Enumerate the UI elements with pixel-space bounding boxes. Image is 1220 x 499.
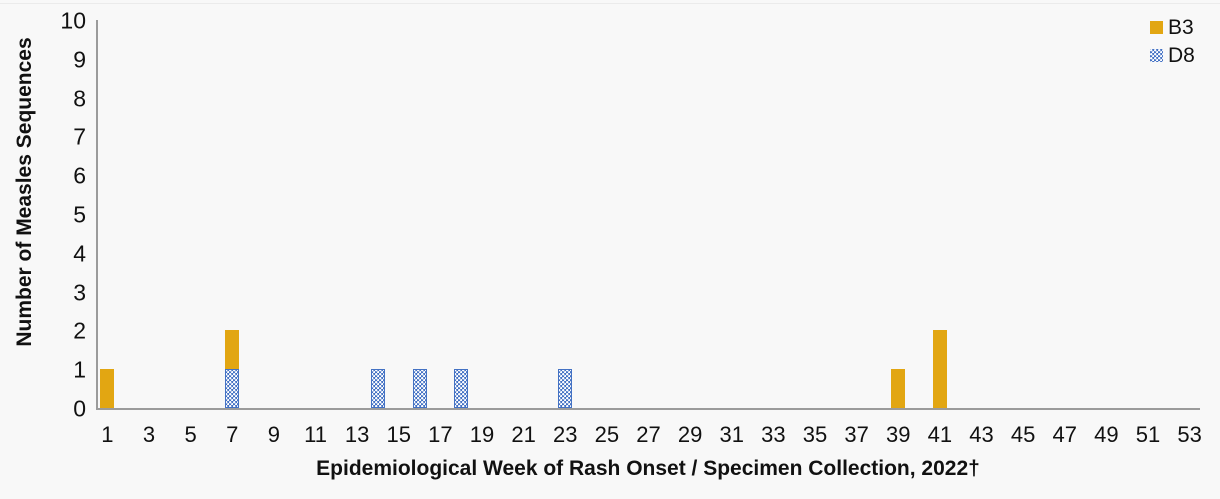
y-tick-label-6: 6 [73, 162, 86, 189]
legend-label-d8: D8 [1168, 43, 1195, 67]
x-tick-label-37: 37 [844, 422, 869, 447]
x-tick-label-27: 27 [636, 422, 661, 447]
x-tick-label-35: 35 [802, 422, 828, 447]
x-tick-label-1: 1 [101, 422, 114, 447]
x-tick-label-7: 7 [226, 422, 239, 447]
x-tick-label-51: 51 [1135, 422, 1161, 447]
bar-b3-week-39 [891, 369, 906, 408]
x-tick-label-49: 49 [1094, 422, 1119, 447]
x-tick-label-3: 3 [142, 422, 156, 447]
x-tick-label-45: 45 [1010, 422, 1036, 447]
bar-b3-week-1 [100, 369, 115, 408]
legend: B3 D8 [1150, 16, 1195, 72]
y-tick-label-1: 1 [73, 356, 86, 383]
x-axis-title: Epidemiological Week of Rash Onset / Spe… [316, 457, 980, 480]
x-tick-label-17: 17 [428, 422, 453, 447]
bar-b3-week-7 [225, 330, 240, 370]
y-axis-line [96, 20, 98, 410]
y-tick-label-0: 0 [73, 395, 86, 422]
x-tick-label-5: 5 [184, 422, 197, 447]
legend-swatch-b3 [1150, 20, 1163, 34]
x-tick-label-9: 9 [267, 422, 281, 447]
x-tick-label-11: 11 [304, 422, 327, 447]
x-tick-label-41: 41 [927, 422, 953, 447]
legend-swatch-d8 [1150, 48, 1163, 62]
y-tick-label-9: 9 [73, 46, 86, 73]
x-tick-label-39: 39 [885, 422, 911, 447]
x-tick-label-47: 47 [1052, 422, 1077, 447]
x-tick-label-43: 43 [969, 422, 994, 447]
x-tick-label-23: 23 [553, 422, 578, 447]
x-tick-label-33: 33 [761, 422, 786, 447]
top-hairline [0, 3, 1220, 4]
legend-item-b3: B3 [1150, 16, 1195, 38]
bar-d8-week-23 [558, 369, 573, 408]
bar-d8-week-18 [454, 369, 469, 408]
legend-item-d8: D8 [1150, 44, 1195, 66]
x-tick-label-25: 25 [594, 422, 620, 447]
x-tick-label-15: 15 [386, 422, 411, 447]
legend-label-b3: B3 [1168, 15, 1194, 39]
y-tick-label-7: 7 [73, 123, 86, 150]
y-tick-label-2: 2 [73, 317, 86, 344]
y-tick-label-5: 5 [73, 201, 86, 228]
bar-d8-week-16 [412, 369, 427, 408]
x-tick-label-29: 29 [677, 422, 703, 447]
x-tick-label-19: 19 [469, 422, 495, 447]
y-tick-label-3: 3 [73, 279, 86, 306]
y-tick-label-8: 8 [73, 85, 86, 112]
x-axis-line [96, 408, 1200, 410]
y-tick-label-4: 4 [73, 240, 86, 267]
x-tick-label-13: 13 [344, 422, 370, 447]
bar-d8-week-14 [370, 369, 385, 408]
bar-d8-week-7 [225, 369, 240, 408]
y-tick-label-10: 10 [60, 7, 86, 34]
x-tick-label-31: 31 [719, 422, 744, 447]
x-tick-label-21: 21 [511, 422, 536, 447]
bar-b3-week-41 [932, 330, 947, 408]
x-tick-label-53: 53 [1177, 422, 1202, 447]
